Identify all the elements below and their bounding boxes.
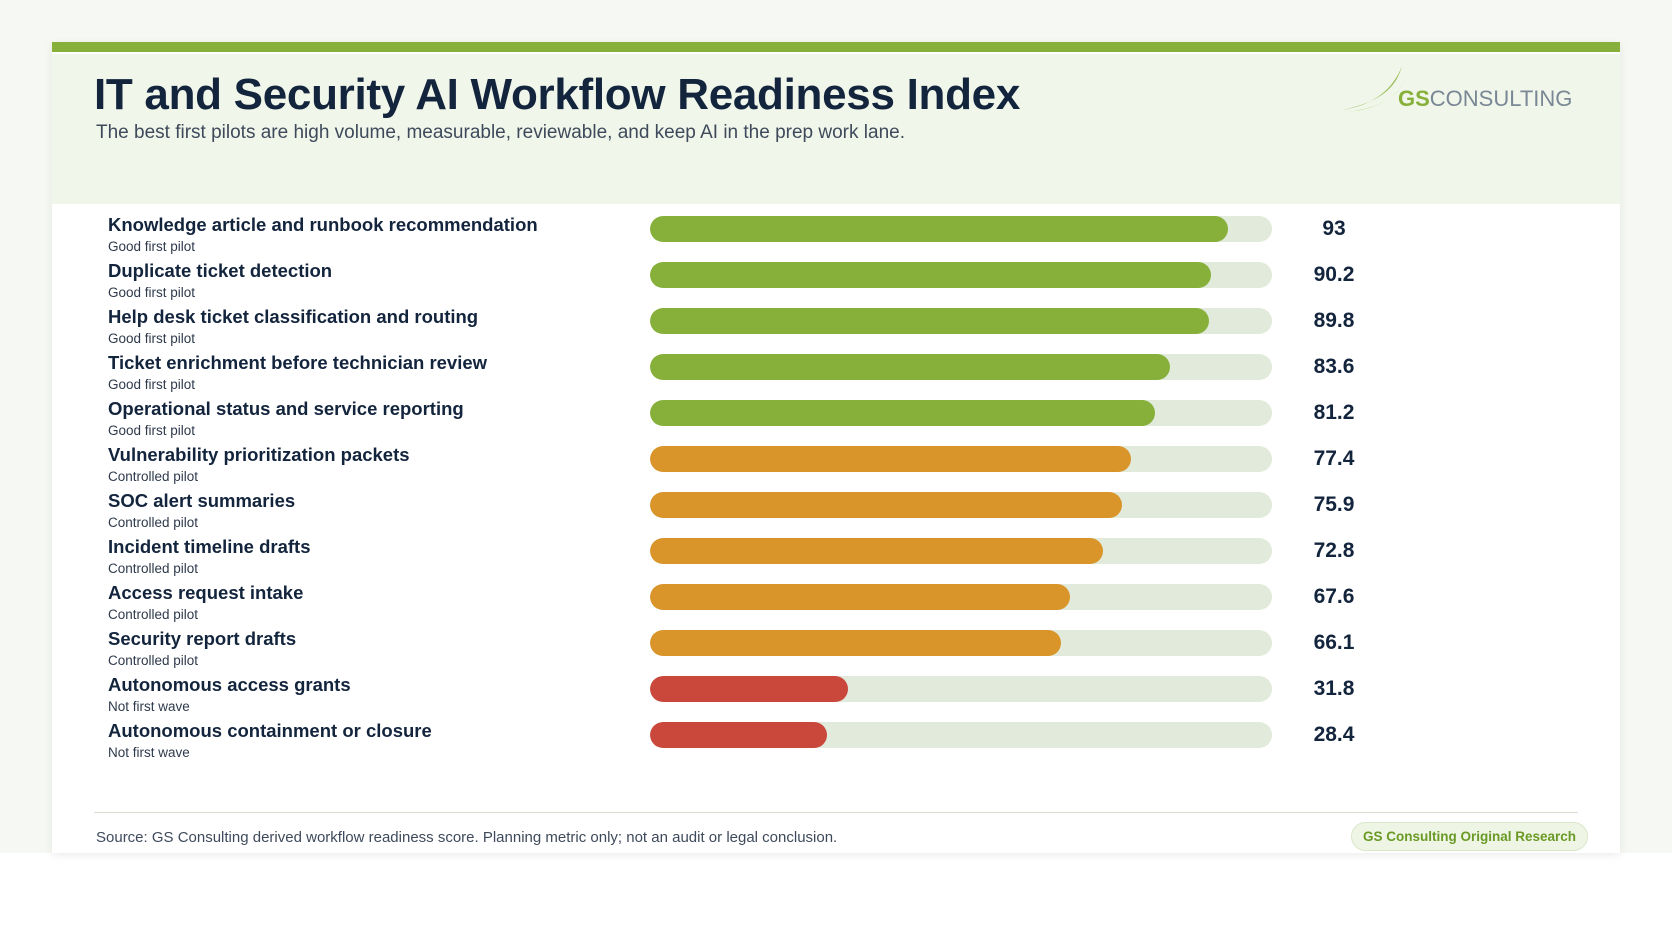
group-label: Good first pilot [108, 377, 196, 392]
group-label: Good first pilot [108, 331, 196, 346]
logo-text-light: CONSULTING [1430, 86, 1573, 111]
category-label: Autonomous containment or closure [108, 720, 432, 741]
bar-row: Access request intake Controlled pilot 67.… [52, 582, 1620, 631]
bar-row: Autonomous containment or closure Not fir… [52, 720, 1620, 769]
value-label: 67.6 [1313, 585, 1355, 608]
group-label: Controlled pilot [108, 515, 199, 530]
value-label: 89.8 [1313, 309, 1355, 332]
bar-chart: Knowledge article and runbook recommenda… [52, 204, 1620, 824]
value-label: 90.2 [1313, 263, 1355, 286]
bar-track [650, 262, 1272, 288]
bar-row: Operational status and service reporting… [52, 398, 1620, 447]
bar [650, 400, 1155, 426]
bar-row: Autonomous access grants Not first wave 31… [52, 674, 1620, 723]
bar-row: Knowledge article and runbook recommenda… [52, 214, 1620, 263]
bar [650, 354, 1170, 380]
bar [650, 630, 1061, 656]
category-label: Operational status and service reporting [108, 398, 464, 419]
group-label: Good first pilot [108, 239, 196, 254]
category-label: Ticket enrichment before technician revi… [108, 352, 488, 373]
value-label: 75.9 [1313, 493, 1355, 516]
group-label: Controlled pilot [108, 653, 199, 668]
bar-row: Incident timeline drafts Controlled pilot… [52, 536, 1620, 585]
bar-row: Security report drafts Controlled pilot 66… [52, 628, 1620, 677]
accent-stripe [52, 42, 1620, 52]
bar [650, 446, 1131, 472]
value-label: 72.8 [1313, 539, 1355, 562]
bar-track [650, 308, 1272, 334]
bar-track [650, 676, 1272, 702]
header: IT and Security AI Workflow Readiness In… [52, 52, 1620, 204]
value-label: 83.6 [1313, 355, 1355, 378]
svg-text:GSCONSULTING: GSCONSULTING [1398, 86, 1572, 111]
bar-row: Duplicate ticket detection Good first pil… [52, 260, 1620, 309]
group-label: Not first wave [108, 745, 190, 760]
bar [650, 584, 1070, 610]
bar-row: Help desk ticket classification and rout… [52, 306, 1620, 355]
value-label: 28.4 [1313, 723, 1355, 746]
bar [650, 722, 827, 748]
category-label: SOC alert summaries [108, 490, 296, 511]
chart-subtitle: The best first pilots are high volume, m… [96, 122, 905, 143]
bar-track [650, 630, 1272, 656]
value-label: 77.4 [1313, 447, 1355, 470]
value-label: 66.1 [1313, 631, 1355, 654]
category-label: Duplicate ticket detection [108, 260, 333, 281]
category-label: Vulnerability prioritization packets [108, 444, 410, 465]
bar [650, 538, 1103, 564]
bar-track [650, 584, 1272, 610]
group-label: Good first pilot [108, 423, 196, 438]
bar-row: SOC alert summaries Controlled pilot 75.9 [52, 490, 1620, 539]
bar-track [650, 492, 1272, 518]
bar [650, 676, 848, 702]
group-label: Not first wave [108, 699, 190, 714]
bar-track [650, 446, 1272, 472]
chart-card: IT and Security AI Workflow Readiness In… [52, 42, 1620, 853]
value-label: 31.8 [1313, 677, 1355, 700]
group-label: Controlled pilot [108, 607, 199, 622]
category-label: Access request intake [108, 582, 304, 603]
category-label: Autonomous access grants [108, 674, 351, 695]
bar-row: Ticket enrichment before technician revi… [52, 352, 1620, 401]
bar [650, 492, 1122, 518]
source-note: Source: GS Consulting derived workflow r… [96, 829, 838, 846]
bar [650, 216, 1228, 242]
bar [650, 308, 1209, 334]
bar [650, 262, 1211, 288]
group-label: Controlled pilot [108, 469, 199, 484]
category-label: Knowledge article and runbook recommenda… [108, 214, 538, 235]
bar-track [650, 354, 1272, 380]
chart-title: IT and Security AI Workflow Readiness In… [94, 70, 1020, 119]
category-label: Incident timeline drafts [108, 536, 311, 557]
group-label: Controlled pilot [108, 561, 199, 576]
bar-track [650, 400, 1272, 426]
research-badge: GS Consulting Original Research [1351, 822, 1589, 851]
footer-divider [94, 812, 1578, 813]
logo-text-bold: GS [1398, 86, 1430, 111]
gs-consulting-logo: GSCONSULTING [1342, 66, 1572, 112]
bar-track [650, 538, 1272, 564]
category-label: Security report drafts [108, 628, 297, 649]
value-label: 81.2 [1313, 401, 1355, 424]
group-label: Good first pilot [108, 285, 196, 300]
bar-track [650, 722, 1272, 748]
value-label: 93 [1322, 217, 1346, 240]
bar-row: Vulnerability prioritization packets Cont… [52, 444, 1620, 493]
bar-track [650, 216, 1272, 242]
category-label: Help desk ticket classification and rout… [108, 306, 479, 327]
